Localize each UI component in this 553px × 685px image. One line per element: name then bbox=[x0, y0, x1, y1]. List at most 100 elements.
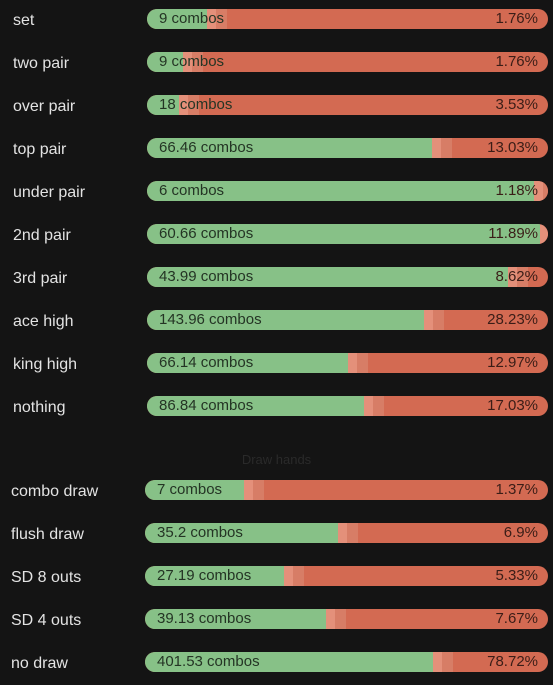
equity-bar-mid-segment-2 bbox=[373, 396, 384, 416]
equity-bar-green-segment bbox=[145, 609, 326, 629]
hand-row: combo draw 7 combos 1.37% bbox=[0, 470, 553, 513]
combo-count: 43.99 combos bbox=[159, 268, 254, 285]
hand-label: top pair bbox=[13, 141, 67, 158]
frequency-percent: 13.03% bbox=[487, 139, 538, 156]
equity-bar-green-segment bbox=[145, 523, 338, 543]
equity-bar-mid-segment bbox=[244, 480, 253, 500]
frequency-percent: 11.89% bbox=[488, 225, 538, 242]
hand-row: ace high 143.96 combos 28.23% bbox=[0, 300, 553, 343]
hand-row: SD 8 outs 27.19 combos 5.33% bbox=[0, 556, 553, 599]
combo-count: 143.96 combos bbox=[159, 311, 262, 328]
equity-bar-green-segment bbox=[147, 138, 432, 158]
equity-bar-mid-segment bbox=[534, 181, 543, 201]
hand-label: SD 8 outs bbox=[11, 569, 82, 586]
equity-bar-mid-segment-2 bbox=[293, 566, 304, 586]
combo-count: 401.53 combos bbox=[157, 653, 260, 670]
hand-label: 3rd pair bbox=[13, 270, 68, 287]
equity-bar-mid-segment-2 bbox=[335, 609, 346, 629]
equity-bar-mid-segment bbox=[179, 95, 188, 115]
combo-count: 66.46 combos bbox=[159, 139, 254, 156]
equity-bar: 18 combos 3.53% bbox=[147, 95, 548, 115]
frequency-percent: 1.76% bbox=[495, 10, 538, 27]
equity-bar-mid-segment bbox=[540, 224, 548, 244]
hand-label: under pair bbox=[13, 184, 86, 201]
frequency-percent: 6.9% bbox=[503, 524, 538, 541]
hand-row: set 9 combos 1.76% bbox=[0, 0, 553, 42]
equity-bar: 9 combos 1.76% bbox=[147, 52, 548, 72]
equity-bar-mid-segment-2 bbox=[517, 267, 528, 287]
equity-bar-mid-segment-2 bbox=[433, 310, 444, 330]
hand-row: top pair 66.46 combos 13.03% bbox=[0, 128, 553, 171]
equity-bar-mid-segment-2 bbox=[357, 353, 368, 373]
equity-bar: 7 combos 1.37% bbox=[145, 480, 548, 500]
equity-bar-mid-segment bbox=[284, 566, 293, 586]
equity-bar-mid-segment-2 bbox=[441, 138, 452, 158]
frequency-percent: 1.37% bbox=[495, 481, 538, 498]
combo-count: 60.66 combos bbox=[159, 225, 254, 242]
equity-bar-mid-segment-2 bbox=[192, 52, 203, 72]
hand-label: over pair bbox=[13, 98, 76, 115]
equity-bar-mid-segment-2 bbox=[442, 652, 453, 672]
equity-bar-mid-segment bbox=[207, 9, 216, 29]
equity-bar-mid-segment bbox=[183, 52, 192, 72]
hand-label: two pair bbox=[13, 55, 70, 72]
equity-bar-green-segment bbox=[147, 353, 348, 373]
equity-bar: 60.66 combos 11.89% bbox=[147, 224, 548, 244]
equity-bar: 66.46 combos 13.03% bbox=[147, 138, 548, 158]
equity-bar-green-segment bbox=[147, 9, 207, 29]
combo-count: 9 combos bbox=[159, 53, 225, 70]
equity-bar-mid-segment bbox=[338, 523, 347, 543]
combo-count: 86.84 combos bbox=[159, 397, 254, 414]
equity-bar: 39.13 combos 7.67% bbox=[145, 609, 548, 629]
hand-row: flush draw 35.2 combos 6.9% bbox=[0, 513, 553, 556]
hand-row: 2nd pair 60.66 combos 11.89% bbox=[0, 214, 553, 257]
hand-row: SD 4 outs 39.13 combos 7.67% bbox=[0, 599, 553, 642]
equity-bar-green-segment bbox=[147, 95, 179, 115]
hand-label: flush draw bbox=[11, 526, 84, 543]
equity-bar-mid-segment-2 bbox=[347, 523, 358, 543]
equity-bar-mid-segment bbox=[348, 353, 357, 373]
equity-bar-mid-segment bbox=[508, 267, 517, 287]
hand-row: two pair 9 combos 1.76% bbox=[0, 42, 553, 85]
frequency-percent: 7.67% bbox=[495, 610, 538, 627]
combo-count: 18 combos bbox=[159, 96, 233, 113]
equity-bar-mid-segment bbox=[364, 396, 373, 416]
equity-bar-green-segment bbox=[147, 181, 534, 201]
equity-bar-green-segment bbox=[147, 267, 508, 287]
equity-bar-mid-segment-2 bbox=[188, 95, 199, 115]
equity-bar: 27.19 combos 5.33% bbox=[145, 566, 548, 586]
equity-bar-green-segment bbox=[147, 224, 540, 244]
frequency-percent: 1.18% bbox=[495, 182, 538, 199]
equity-bar-mid-segment-2 bbox=[216, 9, 227, 29]
frequency-percent: 8.62% bbox=[495, 268, 538, 285]
frequency-percent: 3.53% bbox=[495, 96, 538, 113]
equity-bar-green-segment bbox=[145, 652, 433, 672]
equity-bar-green-segment bbox=[147, 310, 424, 330]
combo-count: 66.14 combos bbox=[159, 354, 254, 371]
equity-bar-green-segment bbox=[147, 396, 364, 416]
combo-count: 35.2 combos bbox=[157, 524, 243, 541]
equity-bar: 35.2 combos 6.9% bbox=[145, 523, 548, 543]
frequency-percent: 17.03% bbox=[487, 397, 538, 414]
equity-bar: 43.99 combos 8.62% bbox=[147, 267, 548, 287]
equity-bar: 86.84 combos 17.03% bbox=[147, 396, 548, 416]
hand-row: no draw 401.53 combos 78.72% bbox=[0, 642, 553, 685]
equity-bar: 66.14 combos 12.97% bbox=[147, 353, 548, 373]
equity-bar-mid-segment-2 bbox=[543, 181, 548, 201]
hand-label: set bbox=[13, 12, 35, 29]
combo-count: 9 combos bbox=[159, 10, 225, 27]
equity-bar-mid-segment-2 bbox=[253, 480, 264, 500]
hand-label: nothing bbox=[13, 399, 66, 416]
equity-bar-green-segment bbox=[145, 480, 244, 500]
hand-row: nothing 86.84 combos 17.03% bbox=[0, 386, 553, 429]
hand-label: SD 4 outs bbox=[11, 612, 82, 629]
hand-row: 3rd pair 43.99 combos 8.62% bbox=[0, 257, 553, 300]
hand-label: king high bbox=[13, 356, 78, 373]
hand-row: under pair 6 combos 1.18% bbox=[0, 171, 553, 214]
equity-bar: 9 combos 1.76% bbox=[147, 9, 548, 29]
equity-bar-mid-segment bbox=[433, 652, 442, 672]
frequency-percent: 78.72% bbox=[487, 653, 538, 670]
hand-label: ace high bbox=[13, 313, 74, 330]
hand-label: no draw bbox=[11, 655, 68, 672]
equity-bar-mid-segment bbox=[424, 310, 433, 330]
